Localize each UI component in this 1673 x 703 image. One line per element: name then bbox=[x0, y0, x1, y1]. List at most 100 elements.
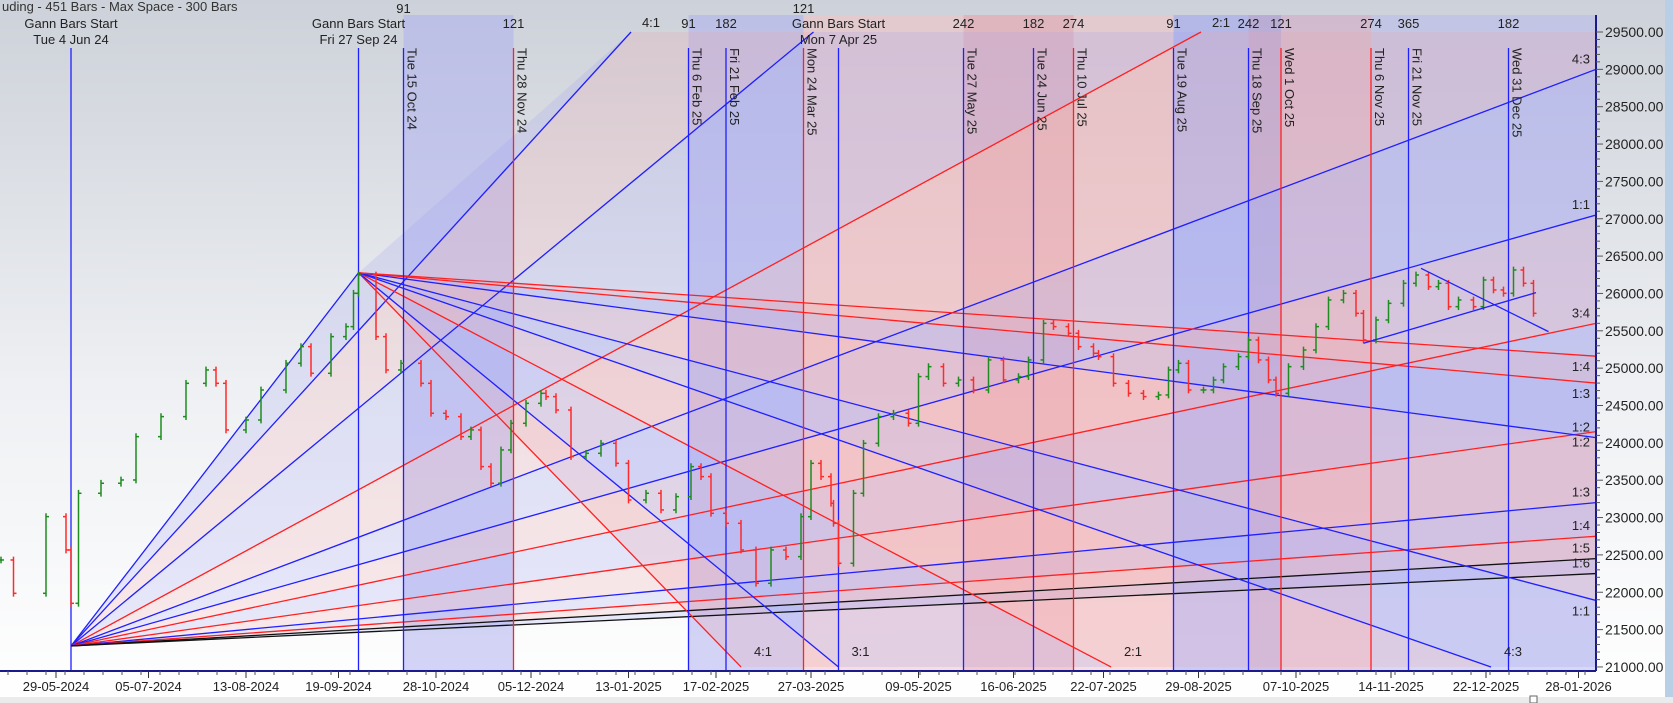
cycle-date-label: Tue 24 Jun 25 bbox=[1035, 48, 1050, 131]
gann-fan-wedge bbox=[71, 32, 1596, 646]
gann-ratio-label: 4:3 bbox=[1572, 51, 1590, 66]
cycle-count-label: 182 bbox=[715, 16, 737, 31]
cycle-date-label: Thu 28 Nov 24 bbox=[515, 48, 530, 133]
gann-fan-line bbox=[70, 557, 1596, 647]
cycle-date-label: Wed 1 Oct 25 bbox=[1282, 48, 1297, 127]
y-tick-label: 21500.00 bbox=[1605, 622, 1664, 638]
gann-fan-line bbox=[70, 31, 1202, 647]
cycle-region bbox=[1248, 15, 1281, 671]
gann-ratio-label: 1:5 bbox=[1572, 541, 1590, 556]
gann-start-title: Gann Bars Start bbox=[792, 16, 886, 31]
cycle-region bbox=[688, 15, 804, 671]
x-tick-label: 28-01-2026 bbox=[1545, 679, 1612, 694]
y-tick-label: 22000.00 bbox=[1605, 584, 1664, 600]
gann-ratio-label: 1:3 bbox=[1572, 485, 1590, 500]
x-tick-label: 14-11-2025 bbox=[1358, 679, 1424, 694]
gann-fan-line bbox=[70, 535, 1596, 647]
gann-ratio-label: 4:3 bbox=[1504, 644, 1522, 659]
cycle-date-label: Thu 6 Nov 25 bbox=[1372, 48, 1387, 126]
gann-ratio-label: 1:4 bbox=[1572, 359, 1590, 374]
gann-fan-wedge bbox=[358, 272, 1596, 667]
cycle-count-label: 274 bbox=[1360, 16, 1382, 31]
cycle-date-label: Thu 6 Feb 25 bbox=[690, 48, 705, 125]
cycle-count-label: 121 bbox=[503, 16, 525, 31]
cycle-date-label: Mon 24 Mar 25 bbox=[805, 48, 820, 135]
gann-start-title: Gann Bars Start bbox=[24, 16, 118, 31]
right-panel-edge bbox=[1665, 0, 1673, 697]
x-tick-label: 05-12-2024 bbox=[498, 679, 565, 694]
x-tick-label: 05-07-2024 bbox=[115, 679, 182, 694]
gann-ratio-label: 3:4 bbox=[1572, 305, 1590, 320]
y-tick-label: 29000.00 bbox=[1605, 61, 1664, 77]
gann-ratio-label: 4:1 bbox=[754, 644, 772, 659]
x-tick-label: 28-10-2024 bbox=[403, 679, 470, 694]
cycle-region bbox=[963, 15, 1074, 671]
cycle-date-label: Wed 31 Dec 25 bbox=[1510, 48, 1525, 137]
cycle-count-label: 365 bbox=[1398, 16, 1420, 31]
gann-fan-line bbox=[70, 31, 814, 647]
x-tick-label: 07-10-2025 bbox=[1263, 679, 1330, 694]
x-tick-label: 13-01-2025 bbox=[595, 679, 662, 694]
cycle-count-label: 121 bbox=[793, 1, 815, 16]
gann-ratio-label: 1:6 bbox=[1572, 556, 1590, 571]
gann-start-title: Gann Bars Start bbox=[312, 16, 406, 31]
chart-status-text: uding - 451 Bars - Max Space - 300 Bars bbox=[2, 0, 238, 14]
y-tick-label: 23500.00 bbox=[1605, 472, 1664, 488]
gann-fan-line bbox=[70, 31, 632, 647]
gann-fan-line bbox=[358, 272, 1596, 357]
gann-start-date: Fri 27 Sep 24 bbox=[319, 32, 397, 47]
x-tick-label: 13-08-2024 bbox=[213, 679, 280, 694]
y-tick-label: 22500.00 bbox=[1605, 547, 1664, 563]
gann-fan-line bbox=[358, 272, 839, 668]
gann-start-date: Tue 4 Jun 24 bbox=[33, 32, 108, 47]
y-tick-label: 26500.00 bbox=[1605, 248, 1664, 264]
x-tick-label: 27-03-2025 bbox=[778, 679, 845, 694]
y-tick-label: 24000.00 bbox=[1605, 435, 1664, 451]
gann-fan-line bbox=[70, 322, 1596, 647]
gann-fan-line bbox=[70, 68, 1596, 647]
y-tick-label: 28500.00 bbox=[1605, 99, 1664, 115]
y-tick-label: 24500.00 bbox=[1605, 398, 1664, 414]
cycle-count-label: 121 bbox=[1270, 16, 1292, 31]
x-tick-label: 29-05-2024 bbox=[23, 679, 90, 694]
x-tick-label: 29-08-2025 bbox=[1165, 679, 1232, 694]
bottom-scroll-strip[interactable] bbox=[0, 697, 1673, 703]
y-tick-label: 26000.00 bbox=[1605, 285, 1664, 301]
gann-ratio-label: 1:4 bbox=[1572, 518, 1590, 533]
cycle-date-label: Fri 21 Feb 25 bbox=[727, 48, 742, 125]
gann-fan-line bbox=[70, 214, 1596, 647]
cycle-date-label: Tue 19 Aug 25 bbox=[1175, 48, 1190, 132]
gann-ratio-label: 1:2 bbox=[1572, 435, 1590, 450]
x-tick-label: 16-06-2025 bbox=[980, 679, 1047, 694]
cycle-count-label: 182 bbox=[1498, 16, 1520, 31]
y-tick-label: 25000.00 bbox=[1605, 360, 1664, 376]
y-tick-label: 27500.00 bbox=[1605, 173, 1664, 189]
cycle-count-label: 242 bbox=[953, 16, 975, 31]
gann-fan-line bbox=[358, 272, 1596, 384]
cycle-region bbox=[1281, 15, 1371, 671]
cycle-date-label: Tue 15 Oct 24 bbox=[405, 48, 420, 130]
gann-ratio-label: 4:1 bbox=[642, 15, 660, 30]
gann-ratio-label: 1:2 bbox=[1572, 420, 1590, 435]
y-tick-label: 23000.00 bbox=[1605, 510, 1664, 526]
cycle-count-label: 91 bbox=[396, 1, 410, 16]
cycle-region bbox=[403, 15, 514, 671]
cycle-count-label: 182 bbox=[1023, 16, 1045, 31]
cycle-date-label: Fri 21 Nov 25 bbox=[1410, 48, 1425, 126]
scroll-thumb[interactable] bbox=[1529, 695, 1538, 703]
gann-fan-line bbox=[358, 272, 1112, 668]
gann-fan-line bbox=[358, 272, 742, 668]
y-tick-label: 21000.00 bbox=[1605, 659, 1664, 675]
cycle-count-label: 91 bbox=[1166, 16, 1180, 31]
gann-ratio-label: 1:1 bbox=[1572, 197, 1590, 212]
gann-ratio-label: 1:1 bbox=[1572, 603, 1590, 618]
cycle-date-label: Tue 27 May 25 bbox=[965, 48, 980, 134]
cycle-count-label: 91 bbox=[681, 16, 695, 31]
gann-ratio-label: 2:1 bbox=[1124, 644, 1142, 659]
y-tick-label: 28000.00 bbox=[1605, 136, 1664, 152]
gann-ratio-label: 3:1 bbox=[851, 644, 869, 659]
gann-ratio-label: 1:3 bbox=[1572, 386, 1590, 401]
x-tick-label: 22-07-2025 bbox=[1070, 679, 1137, 694]
gann-fan-line bbox=[70, 572, 1596, 647]
